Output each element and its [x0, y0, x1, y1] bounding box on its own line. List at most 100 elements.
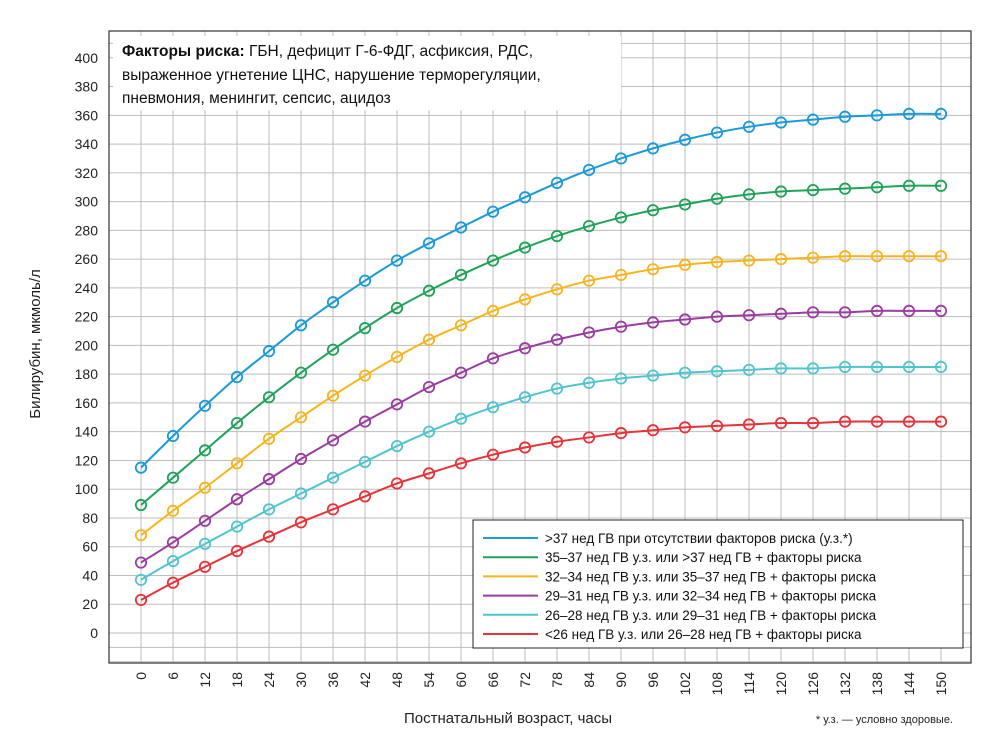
x-tick-label: 12	[197, 672, 213, 688]
y-tick-label: 140	[75, 424, 99, 440]
x-tick-label: 102	[677, 672, 693, 696]
data-point-marker	[326, 343, 340, 356]
data-point-marker	[646, 316, 660, 329]
data-point-marker	[326, 296, 340, 309]
data-point-marker	[230, 416, 244, 430]
y-tick-label: 120	[75, 452, 99, 468]
x-tick-label: 126	[805, 672, 821, 696]
x-tick-label: 54	[421, 672, 437, 688]
data-point-marker	[230, 520, 244, 533]
y-tick-label: 240	[75, 280, 99, 296]
data-point-marker	[486, 205, 500, 218]
data-point-marker	[166, 576, 180, 589]
data-point-marker	[806, 183, 820, 197]
legend-label: 32–34 нед ГВ у.з. или 35–37 нед ГВ + фак…	[545, 569, 877, 584]
data-point-marker	[422, 425, 436, 438]
legend-label: <26 нед ГВ у.з. или 26–28 нед ГВ + факто…	[545, 627, 862, 642]
series-group	[134, 250, 948, 542]
data-point-marker	[166, 554, 180, 568]
x-tick-label: 24	[261, 672, 277, 688]
y-tick-label: 20	[82, 596, 98, 612]
data-point-marker	[198, 560, 212, 573]
data-point-marker	[422, 237, 436, 250]
data-point-marker	[774, 185, 788, 198]
x-tick-label: 48	[389, 672, 405, 688]
data-point-marker	[198, 399, 212, 412]
data-point-marker	[390, 350, 404, 364]
data-point-marker	[326, 389, 340, 402]
data-point-marker	[710, 365, 724, 378]
data-point-marker	[902, 304, 916, 317]
data-point-marker	[902, 179, 916, 192]
data-point-marker	[838, 110, 852, 123]
series-line	[140, 255, 941, 537]
data-point-marker	[486, 304, 500, 317]
risk-factors-line-2: выраженное угнетение ЦНС, нарушение терм…	[122, 67, 541, 84]
data-point-marker	[166, 471, 180, 484]
data-point-marker	[454, 319, 468, 332]
data-point-marker	[134, 498, 148, 512]
series-group	[134, 360, 948, 586]
data-point-marker	[166, 429, 180, 443]
data-point-marker	[902, 360, 916, 374]
x-tick-label: 132	[837, 672, 853, 696]
data-point-marker	[166, 504, 180, 517]
y-tick-label: 80	[82, 510, 98, 526]
footnote: * у.з. — условно здоровые.	[816, 714, 953, 726]
data-point-marker	[934, 304, 948, 317]
data-point-marker	[838, 250, 852, 263]
data-point-marker	[710, 126, 724, 139]
y-tick-label: 260	[75, 251, 99, 267]
data-point-marker	[230, 493, 244, 506]
y-tick-label: 400	[75, 50, 99, 66]
x-tick-label: 36	[325, 672, 341, 688]
series-group	[134, 415, 948, 607]
data-point-marker	[742, 418, 756, 431]
series-group	[134, 304, 948, 569]
legend: >37 нед ГВ при отсутствии факторов риска…	[472, 519, 964, 649]
data-point-marker	[614, 211, 628, 224]
data-point-marker	[262, 473, 276, 486]
data-point-marker	[198, 537, 212, 550]
data-point-marker	[422, 284, 436, 297]
data-point-marker	[262, 530, 276, 543]
x-tick-label: 0	[133, 672, 149, 680]
data-point-marker	[870, 415, 884, 428]
data-point-marker	[742, 363, 756, 376]
series-line	[140, 365, 941, 581]
data-point-marker	[422, 467, 436, 480]
data-point-marker	[166, 536, 180, 549]
data-point-marker	[838, 182, 852, 195]
data-point-marker	[454, 412, 468, 425]
data-point-marker	[262, 391, 276, 404]
risk-factors-line-1: Факторы риска: ГБН, дефицит Г-6-ФДГ, асф…	[122, 43, 533, 60]
data-point-marker	[678, 133, 692, 146]
data-point-marker	[582, 376, 596, 389]
data-point-marker	[358, 490, 372, 503]
data-point-marker	[582, 274, 596, 287]
y-tick-label: 160	[75, 395, 99, 411]
series-line	[140, 420, 941, 601]
data-point-marker	[486, 401, 500, 414]
x-tick-label: 108	[709, 672, 725, 696]
data-point-marker	[646, 424, 660, 437]
data-point-marker	[390, 254, 404, 267]
data-point-marker	[582, 163, 596, 177]
y-axis-ticks: 0 20 40 60 80 100 120 140 160 180 200 220 240 260 280 3…	[75, 50, 99, 641]
data-point-marker	[678, 366, 692, 379]
x-tick-label: 66	[485, 672, 501, 688]
data-point-marker	[230, 370, 244, 384]
data-point-marker	[902, 107, 916, 120]
data-point-marker	[678, 313, 692, 326]
data-point-marker	[326, 503, 340, 516]
data-point-marker	[774, 116, 788, 129]
data-point-marker	[358, 369, 372, 382]
data-point-marker	[550, 230, 564, 243]
data-point-marker	[454, 457, 468, 470]
data-point-marker	[230, 457, 244, 470]
legend-label: >37 нед ГВ при отсутствии факторов риска…	[545, 531, 853, 546]
data-point-marker	[806, 251, 820, 264]
y-tick-label: 100	[75, 481, 99, 497]
data-point-marker	[710, 192, 724, 205]
data-point-marker	[646, 369, 660, 382]
